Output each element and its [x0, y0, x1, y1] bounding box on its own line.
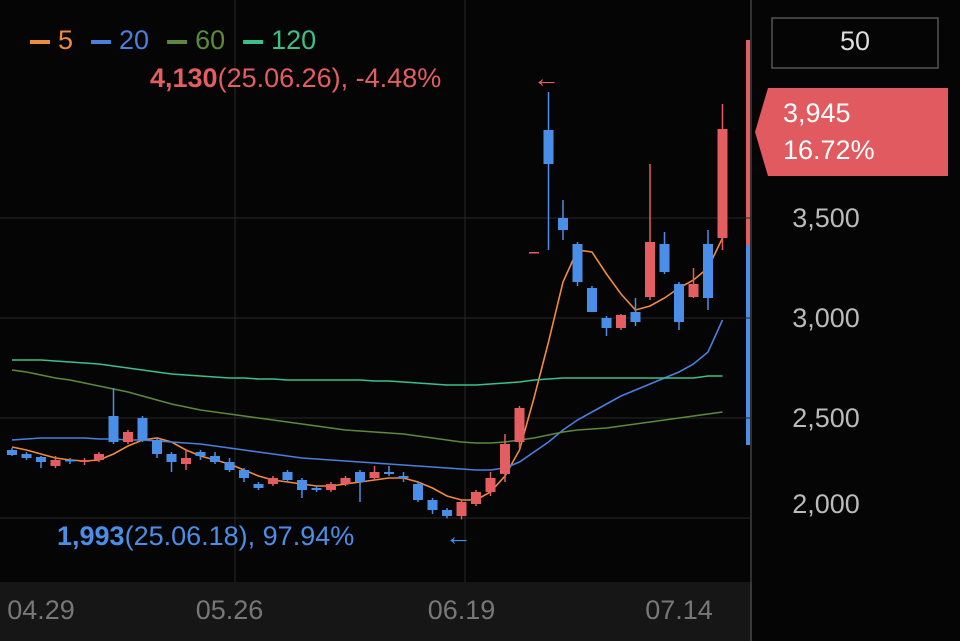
candle-body [108, 416, 119, 442]
x-tick-label: 05.26 [196, 595, 264, 625]
candle-body [36, 457, 46, 462]
volume-bar [746, 40, 750, 245]
candle-body [703, 244, 713, 298]
candle-body [166, 454, 177, 462]
candle-body [674, 284, 684, 322]
candle-body [398, 476, 409, 478]
candle-body [181, 458, 191, 464]
candle-body [311, 488, 322, 490]
candle-body [297, 480, 307, 490]
y-tick-label: 2,000 [792, 489, 860, 519]
low-price: 1,993 [57, 521, 125, 551]
candle-body [340, 478, 351, 484]
legend-label: 120 [271, 25, 316, 55]
candle-body [659, 244, 670, 272]
candle-body [210, 456, 220, 462]
candle-body [427, 500, 438, 510]
candle-body [152, 440, 162, 454]
candle-body [7, 450, 17, 455]
candle-body [239, 470, 249, 478]
y-tick-label: 2,500 [792, 403, 860, 433]
legend-label: 5 [58, 25, 73, 55]
ma-line [12, 359, 723, 386]
candle-body [717, 129, 728, 238]
candle-body [616, 315, 626, 328]
candle-body [587, 288, 597, 312]
candle-body [384, 472, 394, 474]
candle-body [224, 462, 235, 470]
low-arrow: ← [445, 521, 472, 551]
candle-body [558, 218, 568, 230]
low-detail: (25.06.18), 97.94% [125, 521, 355, 551]
high-price: 4,130 [150, 63, 218, 93]
price-tag [755, 88, 948, 176]
ma-line [11, 237, 724, 501]
candle-body [601, 318, 612, 328]
candle-body [268, 478, 278, 484]
period-box[interactable] [771, 17, 939, 69]
high-annotation: 4,130(25.06.26), -4.48% [150, 63, 441, 93]
candle-body [485, 478, 496, 492]
x-tick-label: 04.29 [7, 595, 75, 625]
high-arrow: ← [533, 63, 560, 93]
period-value[interactable]: 50 [840, 26, 870, 56]
legend-label: 20 [119, 25, 149, 55]
candle-body [471, 492, 481, 504]
candle-body [137, 418, 148, 440]
candle-body [355, 472, 365, 482]
plot [0, 92, 750, 520]
y-tick-label: 3,000 [792, 303, 860, 333]
x-axis-band [0, 582, 752, 641]
candle-body [514, 408, 525, 442]
candle-body [413, 484, 423, 500]
candle-body [79, 460, 90, 462]
candle-body [326, 484, 336, 490]
candle-body [21, 454, 32, 458]
candle-body [543, 130, 554, 164]
volume-bar [746, 245, 750, 445]
legend-label: 60 [195, 25, 225, 55]
candle-body [369, 472, 380, 478]
low-annotation: 1,993(25.06.18), 97.94% [57, 521, 354, 551]
y-tick-label: 3,500 [792, 203, 860, 233]
ma-line [11, 369, 723, 444]
candle-body [572, 244, 583, 282]
candle-body [65, 460, 75, 462]
candle-body [94, 454, 104, 460]
candle-body [195, 452, 206, 456]
candle-body [630, 312, 641, 322]
legend: 5 20 60 120 [30, 25, 316, 55]
candle-body [529, 252, 539, 254]
candle-body [442, 510, 452, 516]
candle-body [688, 284, 699, 297]
candle-body [123, 432, 133, 442]
candle-body [456, 502, 467, 516]
candle-body [50, 460, 61, 466]
candle-body [500, 444, 510, 474]
high-detail: (25.06.26), -4.48% [218, 63, 442, 93]
x-tick-label: 07.14 [645, 595, 713, 625]
candle-body [253, 484, 264, 488]
current-price: 3,945 [783, 98, 851, 128]
current-change: 16.72% [783, 135, 875, 165]
x-tick-label: 06.19 [428, 595, 496, 625]
candle-body [645, 242, 655, 297]
candle-body [282, 472, 293, 480]
